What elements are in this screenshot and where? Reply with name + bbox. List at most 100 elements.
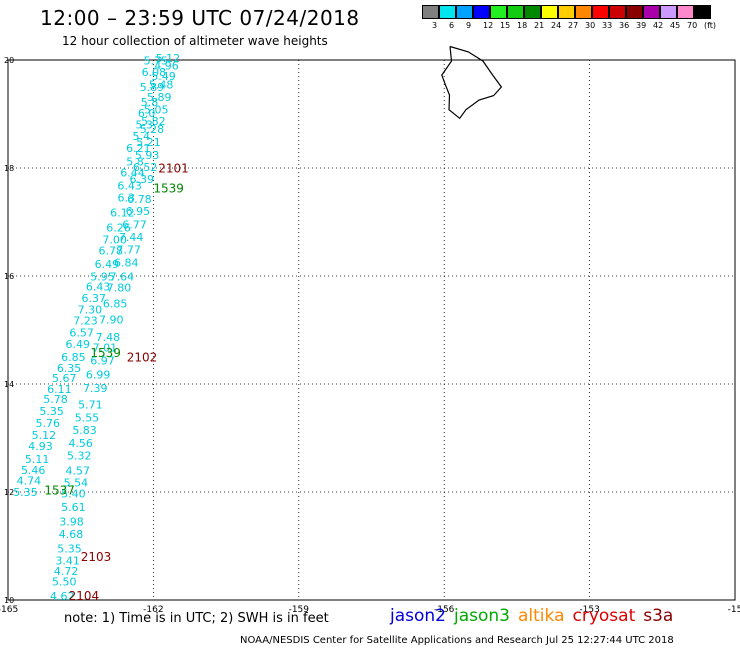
wave-height-label: 7.80 (107, 282, 132, 295)
wave-height-label: 5.32 (67, 450, 92, 463)
wave-height-label: 5.05 (144, 103, 169, 116)
wave-height-label: 5.78 (43, 393, 68, 406)
colorbar-label: 42 (653, 21, 664, 30)
colorbar-swatch (575, 5, 592, 19)
coastline-big-island (441, 45, 503, 120)
wave-height-label: 3.98 (59, 515, 84, 528)
chart-subtitle: 12 hour collection of altimeter wave hei… (62, 34, 328, 48)
colorbar-label: 70 (687, 21, 698, 30)
pass-time-label: 1539 (90, 346, 121, 360)
wave-height-label: 4.62 (50, 590, 75, 603)
wave-height-label: 4.74 (17, 474, 42, 487)
wave-height-label: 5.95 (90, 270, 115, 283)
wave-height-label: 6.52 (133, 161, 158, 174)
wave-height-label: 5.89 (140, 81, 165, 94)
wave-height-label: 5.48 (149, 79, 174, 92)
wave-height-label: 5.76 (35, 417, 60, 430)
wave-height-label: 7.90 (99, 314, 124, 327)
wave-height-label: 5.3 (135, 119, 153, 132)
wave-height-label: 4.72 (54, 565, 79, 578)
wave-height-label: 5.50 (52, 575, 77, 588)
credit-text: NOAA/NESDIS Center for Satellite Applica… (240, 635, 674, 646)
axis-ticks: -165 -162 -159 -156 -153 -15 20 18 16 14 12 10 (0, 56, 740, 615)
y-tick-label: 16 (4, 272, 14, 281)
wave-height-label: 6.11 (47, 383, 72, 396)
colorbar-swatch (592, 5, 609, 19)
pass-time-label: 2102 (127, 350, 158, 364)
wave-height-label: 6.49 (66, 338, 91, 351)
wave-height-label: 5.46 (21, 464, 46, 477)
colorbar (422, 5, 711, 21)
mission-s3a: s3a (643, 606, 674, 626)
colorbar-label: 9 (466, 21, 472, 30)
colorbar-label: 24 (551, 21, 562, 30)
pass-time-label: 2104 (69, 589, 100, 603)
y-tick-label: 12 (4, 488, 14, 497)
wave-height-label: 5.11 (25, 453, 50, 466)
colorbar-label: 30 (585, 21, 596, 30)
pass-time-label: 2103 (81, 550, 112, 564)
wave-height-label: 3.41 (55, 554, 80, 567)
x-tick-label: -156 (434, 605, 455, 615)
wave-height-label: 4.96 (154, 60, 179, 73)
wave-height-label: 5.12 (156, 52, 181, 65)
wave-height-label: 5.35 (57, 542, 82, 555)
mission-legend: jason2 jason3 altika cryosat s3a (390, 606, 681, 626)
wave-height-label: 6.12 (110, 207, 135, 220)
plot-frame (7, 59, 736, 601)
wave-height-label: 5.93 (135, 149, 160, 162)
x-tick-label: -159 (289, 605, 310, 615)
wave-height-label: 7.44 (119, 231, 144, 244)
colorbar-label: 27 (568, 21, 579, 30)
wave-height-label: 6.85 (103, 297, 128, 310)
wave-height-label: 6.35 (57, 362, 82, 375)
colorbar-swatch (626, 5, 643, 19)
wave-height-label: 6.08 (142, 66, 167, 79)
wave-height-label: 5.35 (13, 486, 38, 499)
colorbar-swatch (677, 5, 694, 19)
colorbar-swatch (643, 5, 660, 19)
wave-height-label: 4.93 (28, 440, 53, 453)
colorbar-swatch (473, 5, 490, 19)
x-tick-label: -165 (0, 605, 18, 615)
wave-height-label: 6.37 (82, 292, 107, 305)
wave-height-label: 6.84 (114, 256, 139, 269)
pass-time-label: 1537 (44, 484, 75, 498)
y-tick-label: 14 (4, 380, 14, 389)
wave-height-label: 5.55 (75, 411, 100, 424)
y-tick-label: 10 (4, 596, 14, 605)
wave-height-label: 5.28 (140, 123, 165, 136)
colorbar-swatch (456, 5, 473, 19)
wave-height-label: 6.77 (122, 218, 147, 231)
wave-height-label: 5.8 (141, 96, 159, 109)
wave-height-label: 5.8 (126, 155, 144, 168)
mission-jason3: jason3 (454, 606, 510, 626)
wave-height-label: 6.49 (95, 258, 120, 271)
wave-height-label: 7.00 (102, 234, 127, 247)
chart-title: 12:00 – 23:59 UTC 07/24/2018 (40, 6, 360, 30)
wave-height-label: 6.21 (126, 142, 151, 155)
wave-height-label: 5.12 (32, 429, 57, 442)
wave-height-label: 7.30 (78, 303, 103, 316)
wave-height-label: 7.23 (73, 315, 98, 328)
colorbar-label: 3 (432, 21, 438, 30)
colorbar-label: 21 (534, 21, 545, 30)
colorbar-swatch (609, 5, 626, 19)
wave-height-label: 5.67 (52, 372, 77, 385)
pass-time-label: 2101 (158, 161, 189, 175)
wave-height-label: 6.3 (118, 191, 136, 204)
wave-height-label: 6.78 (127, 193, 152, 206)
wave-height-label: 6.85 (61, 351, 86, 364)
wave-height-label: 7.01 (93, 342, 118, 355)
wave-height-label: 4.57 (66, 465, 91, 478)
wave-height-label: 6.97 (90, 355, 115, 368)
wave-height-label: 6.43 (86, 281, 111, 294)
wave-height-label: 6.39 (130, 173, 155, 186)
note-text: note: 1) Time is in UTC; 2) SWH is in fe… (64, 611, 329, 626)
colorbar-label: 15 (500, 21, 511, 30)
colorbar-swatch (694, 5, 711, 19)
wave-height-label: 6.0 (138, 107, 156, 120)
wave-height-label: 4.68 (59, 528, 84, 541)
wave-height-label: 6.78 (98, 244, 123, 257)
